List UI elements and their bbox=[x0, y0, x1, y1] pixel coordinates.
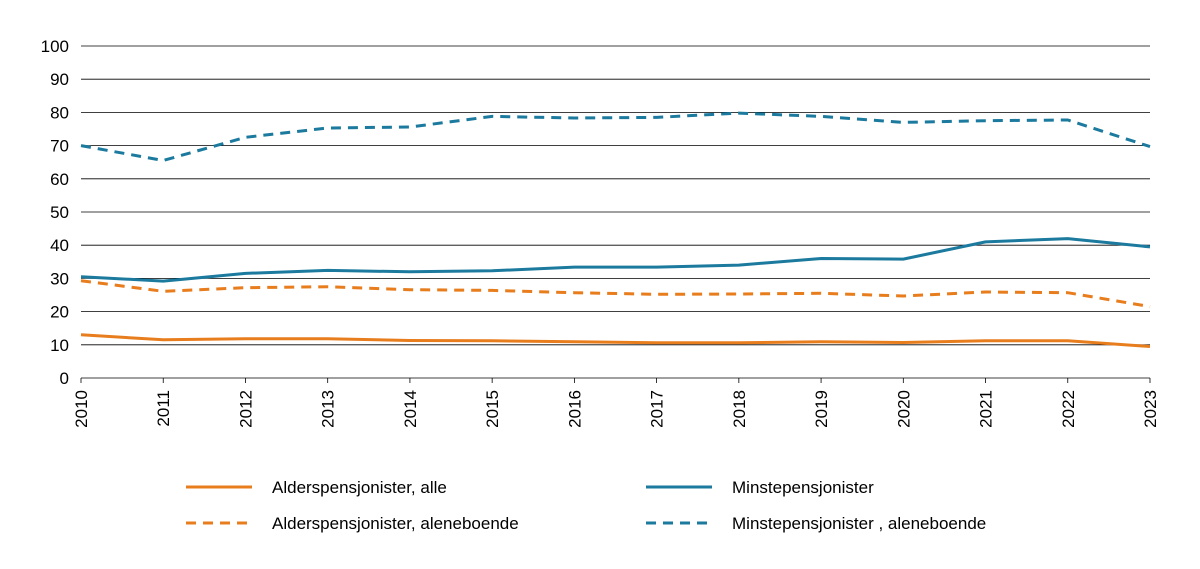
legend-label-3: Minstepensjonister , aleneboende bbox=[732, 514, 986, 533]
x-tick-label: 2021 bbox=[977, 390, 996, 428]
y-tick-label: 10 bbox=[50, 336, 69, 355]
x-tick-label: 2012 bbox=[236, 390, 255, 428]
series-line-3 bbox=[80, 111, 1151, 162]
y-tick-label: 90 bbox=[50, 70, 69, 89]
x-tick-label: 2017 bbox=[648, 390, 667, 428]
y-tick-label: 0 bbox=[60, 369, 69, 388]
x-axis-tick-labels: 2010 2011 2012 2013 2014 2015 2016 2017 2018 2019… bbox=[72, 378, 1160, 428]
x-tick-label: 2011 bbox=[154, 390, 173, 427]
series-line-0 bbox=[80, 333, 1151, 348]
x-tick-label: 2020 bbox=[894, 390, 913, 428]
series-lines bbox=[80, 111, 1151, 348]
y-tick-label: 20 bbox=[50, 303, 69, 322]
y-tick-label: 60 bbox=[50, 170, 69, 189]
x-tick-label: 2015 bbox=[483, 390, 502, 428]
y-tick-label: 30 bbox=[50, 269, 69, 288]
x-tick-label: 2022 bbox=[1059, 390, 1078, 428]
y-tick-label: 100 bbox=[41, 37, 69, 56]
y-axis-tick-labels: 0 10 20 30 40 50 60 70 80 90 100 bbox=[41, 37, 69, 388]
legend-label-0: Alderspensjonister, alle bbox=[272, 478, 447, 497]
legend: Alderspensjonister, alle Minstepensjonist… bbox=[186, 478, 986, 533]
series-line-2 bbox=[80, 279, 1151, 309]
x-tick-label: 2010 bbox=[72, 390, 91, 428]
gridlines bbox=[81, 45, 1150, 379]
x-tick-label: 2019 bbox=[812, 390, 831, 428]
y-tick-label: 50 bbox=[50, 203, 69, 222]
y-tick-label: 80 bbox=[50, 103, 69, 122]
y-tick-label: 70 bbox=[50, 137, 69, 156]
x-tick-label: 2018 bbox=[730, 390, 749, 428]
y-tick-label: 40 bbox=[50, 236, 69, 255]
series-line-1 bbox=[80, 237, 1151, 283]
legend-label-1: Minstepensjonister bbox=[732, 478, 874, 497]
x-tick-label: 2014 bbox=[401, 390, 420, 428]
legend-label-2: Alderspensjonister, aleneboende bbox=[272, 514, 519, 533]
x-tick-label: 2016 bbox=[565, 390, 584, 428]
x-tick-label: 2013 bbox=[319, 390, 338, 428]
x-tick-label: 2023 bbox=[1141, 390, 1160, 428]
